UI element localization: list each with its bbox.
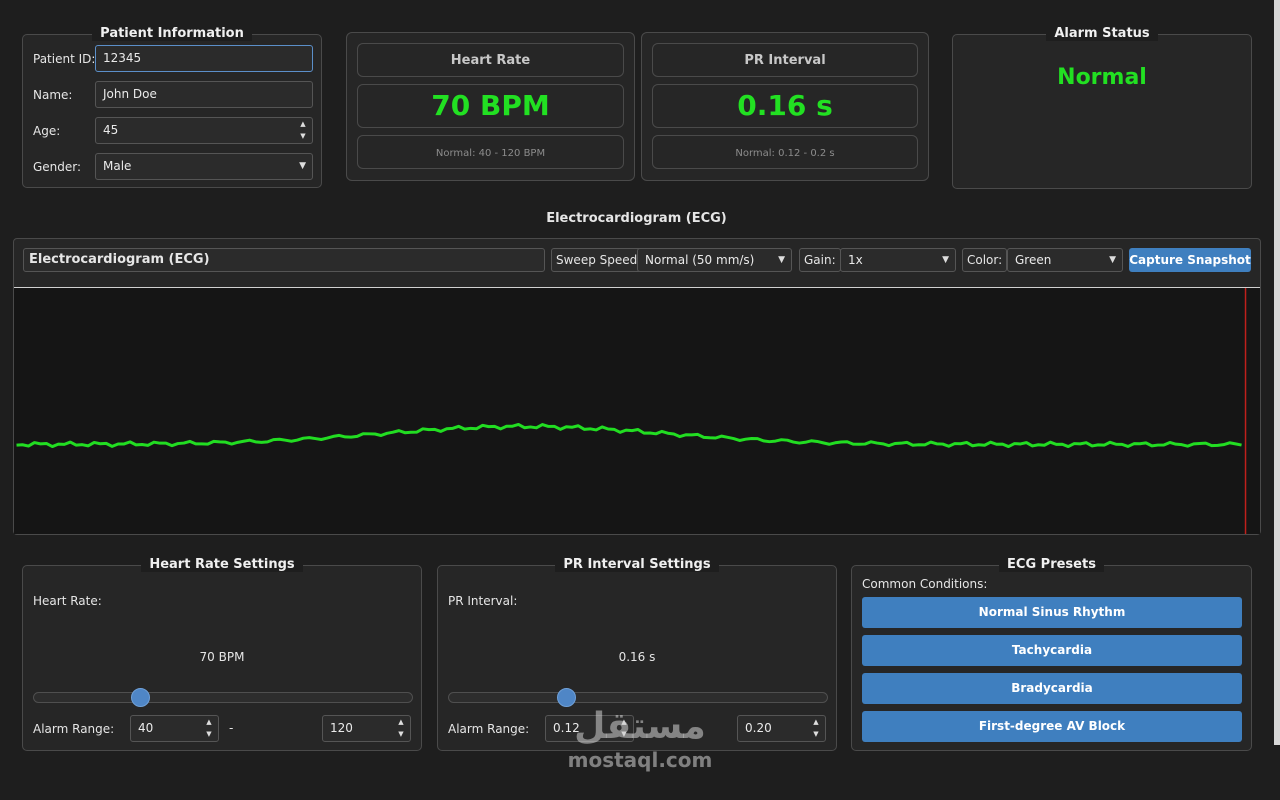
presets-subtitle: Common Conditions: (862, 577, 988, 591)
preset-normal-sinus-button[interactable]: Normal Sinus Rhythm (862, 597, 1242, 628)
pr-alarm-low-value: 0.12 (553, 721, 580, 735)
pr-value-box: 0.16 s (652, 84, 918, 128)
spin-down-icon[interactable]: ▼ (398, 730, 404, 738)
age-spinbox[interactable]: 45 ▲ ▼ (95, 117, 313, 144)
ecg-panel: Electrocardiogram (ECG) Sweep Speed: Nor… (13, 238, 1261, 535)
chevron-down-icon: ▼ (299, 161, 306, 171)
sweep-speed-select[interactable]: Normal (50 mm/s) ▼ (637, 248, 792, 272)
hr-alarm-high-spinbox[interactable]: 120 ▲ ▼ (322, 715, 411, 742)
pr-alarm-high-value: 0.20 (745, 721, 772, 735)
preset-tachycardia-button[interactable]: Tachycardia (862, 635, 1242, 666)
gain-label: Gain: (799, 248, 841, 272)
heart-rate-slider-handle[interactable] (130, 688, 150, 707)
heart-rate-settings-group: Heart Rate Settings Heart Rate: 70 BPM A… (22, 557, 422, 751)
gender-select[interactable]: Male ▼ (95, 153, 313, 180)
preset-bradycardia-button[interactable]: Bradycardia (862, 673, 1242, 704)
pr-interval-card: PR Interval 0.16 s Normal: 0.12 - 0.2 s (641, 32, 929, 181)
spin-up-icon[interactable]: ▲ (813, 718, 819, 726)
heart-rate-card: Heart Rate 70 BPM Normal: 40 - 120 BPM (346, 32, 635, 181)
pr-normal-range: Normal: 0.12 - 0.2 s (735, 148, 835, 159)
spin-down-icon[interactable]: ▼ (621, 730, 627, 738)
pr-slider[interactable] (448, 688, 828, 707)
spin-up-icon[interactable]: ▲ (621, 718, 627, 726)
age-value: 45 (103, 123, 119, 137)
pr-settings-value: 0.16 s (618, 650, 656, 664)
heart-rate-settings-title: Heart Rate Settings (23, 557, 421, 572)
name-label: Name: (33, 88, 73, 102)
pr-alarm-low-arrows[interactable]: ▲ ▼ (617, 718, 631, 739)
chevron-down-icon: ▼ (1109, 255, 1116, 265)
heart-rate-settings-label: Heart Rate: (33, 594, 102, 608)
gender-label: Gender: (33, 160, 82, 174)
sweep-speed-label: Sweep Speed: (551, 248, 647, 272)
hr-alarm-low-spinbox[interactable]: 40 ▲ ▼ (130, 715, 219, 742)
pr-alarm-low-spinbox[interactable]: 0.12 ▲ ▼ (545, 715, 634, 742)
name-input[interactable]: John Doe (95, 81, 313, 108)
heart-rate-value: 70 BPM (431, 89, 550, 122)
ecg-display (14, 287, 1260, 534)
chevron-down-icon: ▼ (942, 255, 949, 265)
hr-alarm-range-label: Alarm Range: (33, 722, 115, 736)
pr-alarm-high-arrows[interactable]: ▲ ▼ (809, 718, 823, 739)
spin-down-icon[interactable]: ▼ (206, 730, 212, 738)
window-edge (1274, 0, 1280, 745)
alarm-status-title: Alarm Status (953, 26, 1251, 41)
hr-alarm-low-arrows[interactable]: ▲ ▼ (202, 718, 216, 739)
patient-id-input[interactable]: 12345 (95, 45, 313, 72)
heart-rate-title: Heart Rate (450, 53, 531, 68)
hr-alarm-high-value: 120 (330, 721, 353, 735)
age-spin-arrows[interactable]: ▲ ▼ (296, 120, 310, 141)
gain-value: 1x (848, 253, 863, 267)
spin-down-icon[interactable]: ▼ (300, 132, 306, 140)
pr-value: 0.16 s (737, 89, 833, 122)
spin-up-icon[interactable]: ▲ (206, 718, 212, 726)
spin-up-icon[interactable]: ▲ (398, 718, 404, 726)
heart-rate-title-box: Heart Rate (357, 43, 624, 77)
pr-alarm-range-label: Alarm Range: (448, 722, 530, 736)
gender-value: Male (103, 159, 132, 173)
color-value: Green (1015, 253, 1052, 267)
ecg-trace (16, 422, 1242, 449)
watermark: مستقل mostaql.com (560, 706, 720, 772)
alarm-status-value: Normal (1057, 65, 1147, 90)
ecg-section-title: Electrocardiogram (ECG) (546, 211, 727, 226)
pr-title: PR Interval (744, 53, 826, 68)
spin-down-icon[interactable]: ▼ (813, 730, 819, 738)
pr-slider-handle[interactable] (557, 688, 577, 707)
chevron-down-icon: ▼ (778, 255, 785, 265)
pr-settings-label: PR Interval: (448, 594, 518, 608)
gain-select[interactable]: 1x ▼ (840, 248, 956, 272)
age-label: Age: (33, 124, 61, 138)
patient-info-title: Patient Information (23, 26, 321, 41)
spin-up-icon[interactable]: ▲ (300, 120, 306, 128)
alarm-status-group: Alarm Status Normal (952, 26, 1252, 189)
ecg-panel-title: Electrocardiogram (ECG) (23, 248, 545, 272)
hr-alarm-high-arrows[interactable]: ▲ ▼ (394, 718, 408, 739)
patient-id-label: Patient ID: (33, 52, 96, 66)
pr-settings-group: PR Interval Settings PR Interval: 0.16 s… (437, 557, 837, 751)
preset-av-block-button[interactable]: First-degree AV Block (862, 711, 1242, 742)
heart-rate-value-box: 70 BPM (357, 84, 624, 128)
capture-snapshot-button[interactable]: Capture Snapshot (1129, 248, 1251, 272)
pr-title-box: PR Interval (652, 43, 918, 77)
heart-rate-normal-range: Normal: 40 - 120 BPM (435, 148, 546, 159)
pr-settings-title: PR Interval Settings (438, 557, 836, 572)
watermark-arabic: مستقل (574, 706, 706, 747)
ecg-presets-title: ECG Presets (852, 557, 1251, 572)
sweep-speed-value: Normal (50 mm/s) (645, 253, 755, 267)
patient-info-group: Patient Information Patient ID: 12345 Na… (22, 26, 322, 188)
ecg-presets-group: ECG Presets Common Conditions: Normal Si… (851, 557, 1252, 751)
pr-normal-box: Normal: 0.12 - 0.2 s (652, 135, 918, 169)
heart-rate-normal-box: Normal: 40 - 120 BPM (357, 135, 624, 169)
heart-rate-settings-value: 70 BPM (199, 650, 245, 664)
heart-rate-slider[interactable] (33, 688, 413, 707)
watermark-latin: mostaql.com (567, 748, 713, 772)
pr-alarm-high-spinbox[interactable]: 0.20 ▲ ▼ (737, 715, 826, 742)
color-select[interactable]: Green ▼ (1007, 248, 1123, 272)
hr-alarm-dash: - (229, 721, 234, 735)
color-label: Color: (962, 248, 1008, 272)
hr-alarm-low-value: 40 (138, 721, 154, 735)
